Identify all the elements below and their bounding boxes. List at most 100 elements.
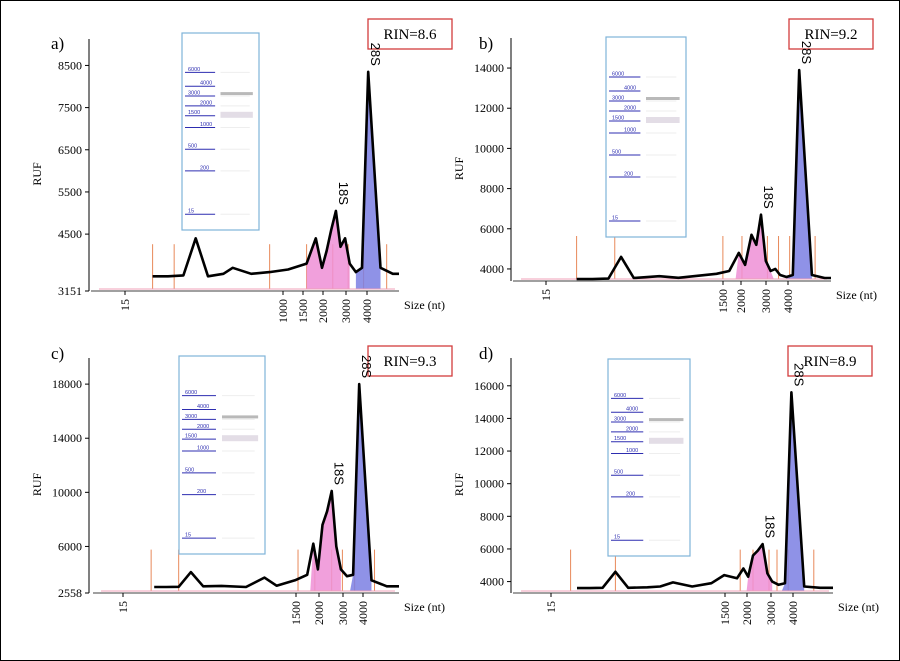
- ladder-label: 1000: [197, 446, 209, 452]
- ladder-label: 1500: [185, 434, 197, 440]
- y-tick-label: 2558: [58, 586, 82, 600]
- gel-frame: [607, 358, 691, 557]
- y-tick-label: 16000: [474, 379, 504, 393]
- 28s-shaded-area: [355, 71, 381, 289]
- ladder-label: 200: [200, 165, 209, 171]
- y-tick-label: 7500: [58, 101, 82, 115]
- y-tick-label: 8000: [480, 509, 504, 523]
- y-axis-title: RUF: [452, 473, 466, 497]
- ladder-label: 15: [612, 216, 618, 222]
- y-tick-label: 6500: [58, 143, 82, 157]
- x-axis-title: Size (nt): [404, 298, 445, 312]
- ladder-label: 15: [614, 535, 620, 541]
- sample-band-18s: [649, 437, 684, 444]
- ladder-label: 1000: [200, 122, 212, 128]
- x-tick-label: 15: [118, 299, 132, 311]
- x-axis-title: Size (nt): [838, 600, 879, 614]
- sample-band-18s: [646, 117, 680, 123]
- ladder-label: 2000: [626, 426, 638, 432]
- rin-box: RIN=9.2: [788, 18, 874, 50]
- sample-band-18s: [222, 435, 259, 442]
- y-tick-label: 4500: [58, 227, 82, 241]
- ladder-label: 3000: [185, 414, 197, 420]
- y-axis-title: RUF: [452, 157, 466, 181]
- x-tick-label: 1500: [716, 289, 730, 313]
- electropherogram-trace: [576, 68, 831, 281]
- chart-panel-3: c) RIN=9.3 18000 14000 10000 6000 2558 RUF 15 150…: [30, 344, 453, 625]
- ladder-label: 2000: [624, 106, 636, 112]
- ladder-label: 3000: [614, 417, 626, 423]
- x-tick-label: 4000: [781, 289, 795, 313]
- chart-panel-4: d) RIN=8.9 16000 14000 12000 10000 8000 6000 400…: [452, 344, 879, 625]
- sample-band-18s: [220, 111, 253, 118]
- y-tick-label: 14000: [474, 61, 504, 75]
- ladder-label: 1000: [626, 448, 638, 454]
- x-tick-label: 15: [544, 601, 558, 613]
- ladder-label: 500: [188, 144, 197, 150]
- electropherogram-trace: [577, 391, 833, 590]
- y-tick-label: 6000: [480, 222, 504, 236]
- x-axis-title: Size (nt): [404, 600, 445, 614]
- x-tick-label: 4000: [786, 601, 800, 625]
- peak-label-18s: 18S: [332, 462, 347, 485]
- y-tick-label: 6000: [480, 542, 504, 556]
- x-tick-label: 3000: [759, 289, 773, 313]
- rin-box-frame: [788, 18, 874, 50]
- ladder-label: 1000: [624, 128, 636, 134]
- panel-letter: d): [479, 344, 493, 363]
- gel-frame: [605, 36, 687, 238]
- peak-label-18s: 18S: [761, 186, 776, 209]
- rin-box-frame: [367, 345, 453, 377]
- ladder-label: 6000: [612, 72, 624, 78]
- y-tick-label: 4000: [480, 575, 504, 589]
- sample-band-28s: [220, 92, 253, 96]
- x-tick-label: 1500: [296, 299, 310, 323]
- x-tick-label: 3000: [336, 601, 350, 625]
- sample-band-28s: [649, 418, 684, 422]
- ladder-label: 500: [185, 467, 194, 473]
- x-tick-label: 3000: [764, 601, 778, 625]
- x-tick-label: 15: [116, 601, 130, 613]
- ladder-label: 2000: [200, 100, 212, 106]
- peak-label-18s: 18S: [763, 515, 778, 538]
- y-tick-label: 10000: [474, 477, 504, 491]
- 28s-shaded-area: [786, 70, 812, 279]
- rin-value: RIN=8.9: [803, 354, 856, 370]
- ladder-label: 3000: [612, 96, 624, 102]
- ladder-label: 15: [188, 209, 194, 215]
- panel-letter: c): [51, 344, 64, 363]
- y-tick-label: 12000: [474, 444, 504, 458]
- sample-band-28s: [646, 97, 680, 100]
- panel-letter: b): [479, 34, 493, 53]
- x-tick-label: 2000: [312, 601, 326, 625]
- x-tick-label: 3000: [339, 299, 353, 323]
- y-tick-label: 14000: [52, 431, 82, 445]
- ladder-label: 500: [614, 470, 623, 476]
- x-tick-label: 2000: [740, 601, 754, 625]
- y-tick-label: 18000: [52, 377, 82, 391]
- gel-frame: [178, 355, 266, 555]
- ladder-label: 1500: [614, 436, 626, 442]
- ladder-label: 6000: [614, 393, 626, 399]
- y-tick-label: 4000: [480, 262, 504, 276]
- rin-value: RIN=9.2: [804, 27, 857, 43]
- rin-box: RIN=9.3: [367, 345, 453, 377]
- rin-value: RIN=8.6: [383, 27, 437, 43]
- chart-panel-1: a) RIN=8.6 8500 7500 6500 5500 4500 3151 RUF 15 10…: [30, 18, 453, 323]
- x-tick-label: 1500: [289, 601, 303, 625]
- ladder-label: 200: [197, 489, 206, 495]
- electropherogram-trace: [152, 70, 399, 278]
- x-tick-label: 4000: [360, 299, 374, 323]
- ladder-label: 2000: [197, 424, 209, 430]
- x-tick-label: 1500: [718, 601, 732, 625]
- ladder-label: 4000: [624, 86, 636, 92]
- y-axis-title: RUF: [30, 162, 44, 186]
- ladder-label: 6000: [188, 67, 200, 73]
- x-tick-label: 15: [539, 289, 553, 301]
- electropherogram-trace: [154, 382, 399, 589]
- chart-panel-2: b) RIN=9.2 14000 12000 10000 8000 6000 4000 RUF 1…: [452, 18, 877, 313]
- y-tick-label: 6000: [58, 539, 82, 553]
